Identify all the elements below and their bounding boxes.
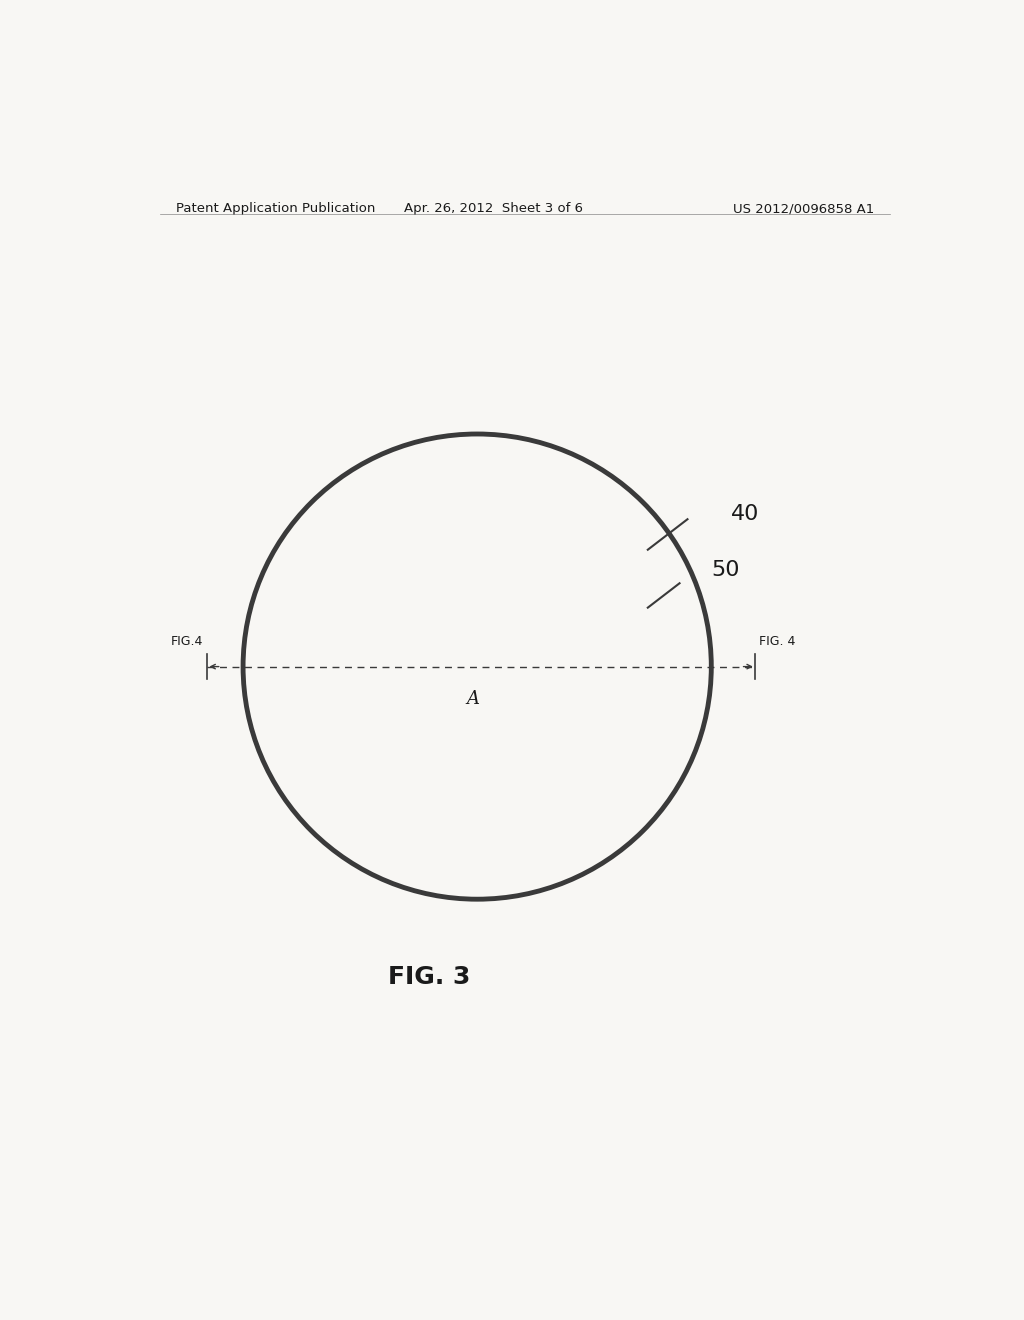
Text: US 2012/0096858 A1: US 2012/0096858 A1 xyxy=(733,202,873,215)
Text: A: A xyxy=(467,690,479,708)
Text: Patent Application Publication: Patent Application Publication xyxy=(176,202,375,215)
Text: FIG. 4: FIG. 4 xyxy=(759,635,796,648)
Text: 40: 40 xyxy=(731,504,760,524)
Text: Apr. 26, 2012  Sheet 3 of 6: Apr. 26, 2012 Sheet 3 of 6 xyxy=(403,202,583,215)
Text: 50: 50 xyxy=(712,560,739,579)
Text: FIG.4: FIG.4 xyxy=(171,635,204,648)
Text: FIG. 3: FIG. 3 xyxy=(388,965,471,989)
